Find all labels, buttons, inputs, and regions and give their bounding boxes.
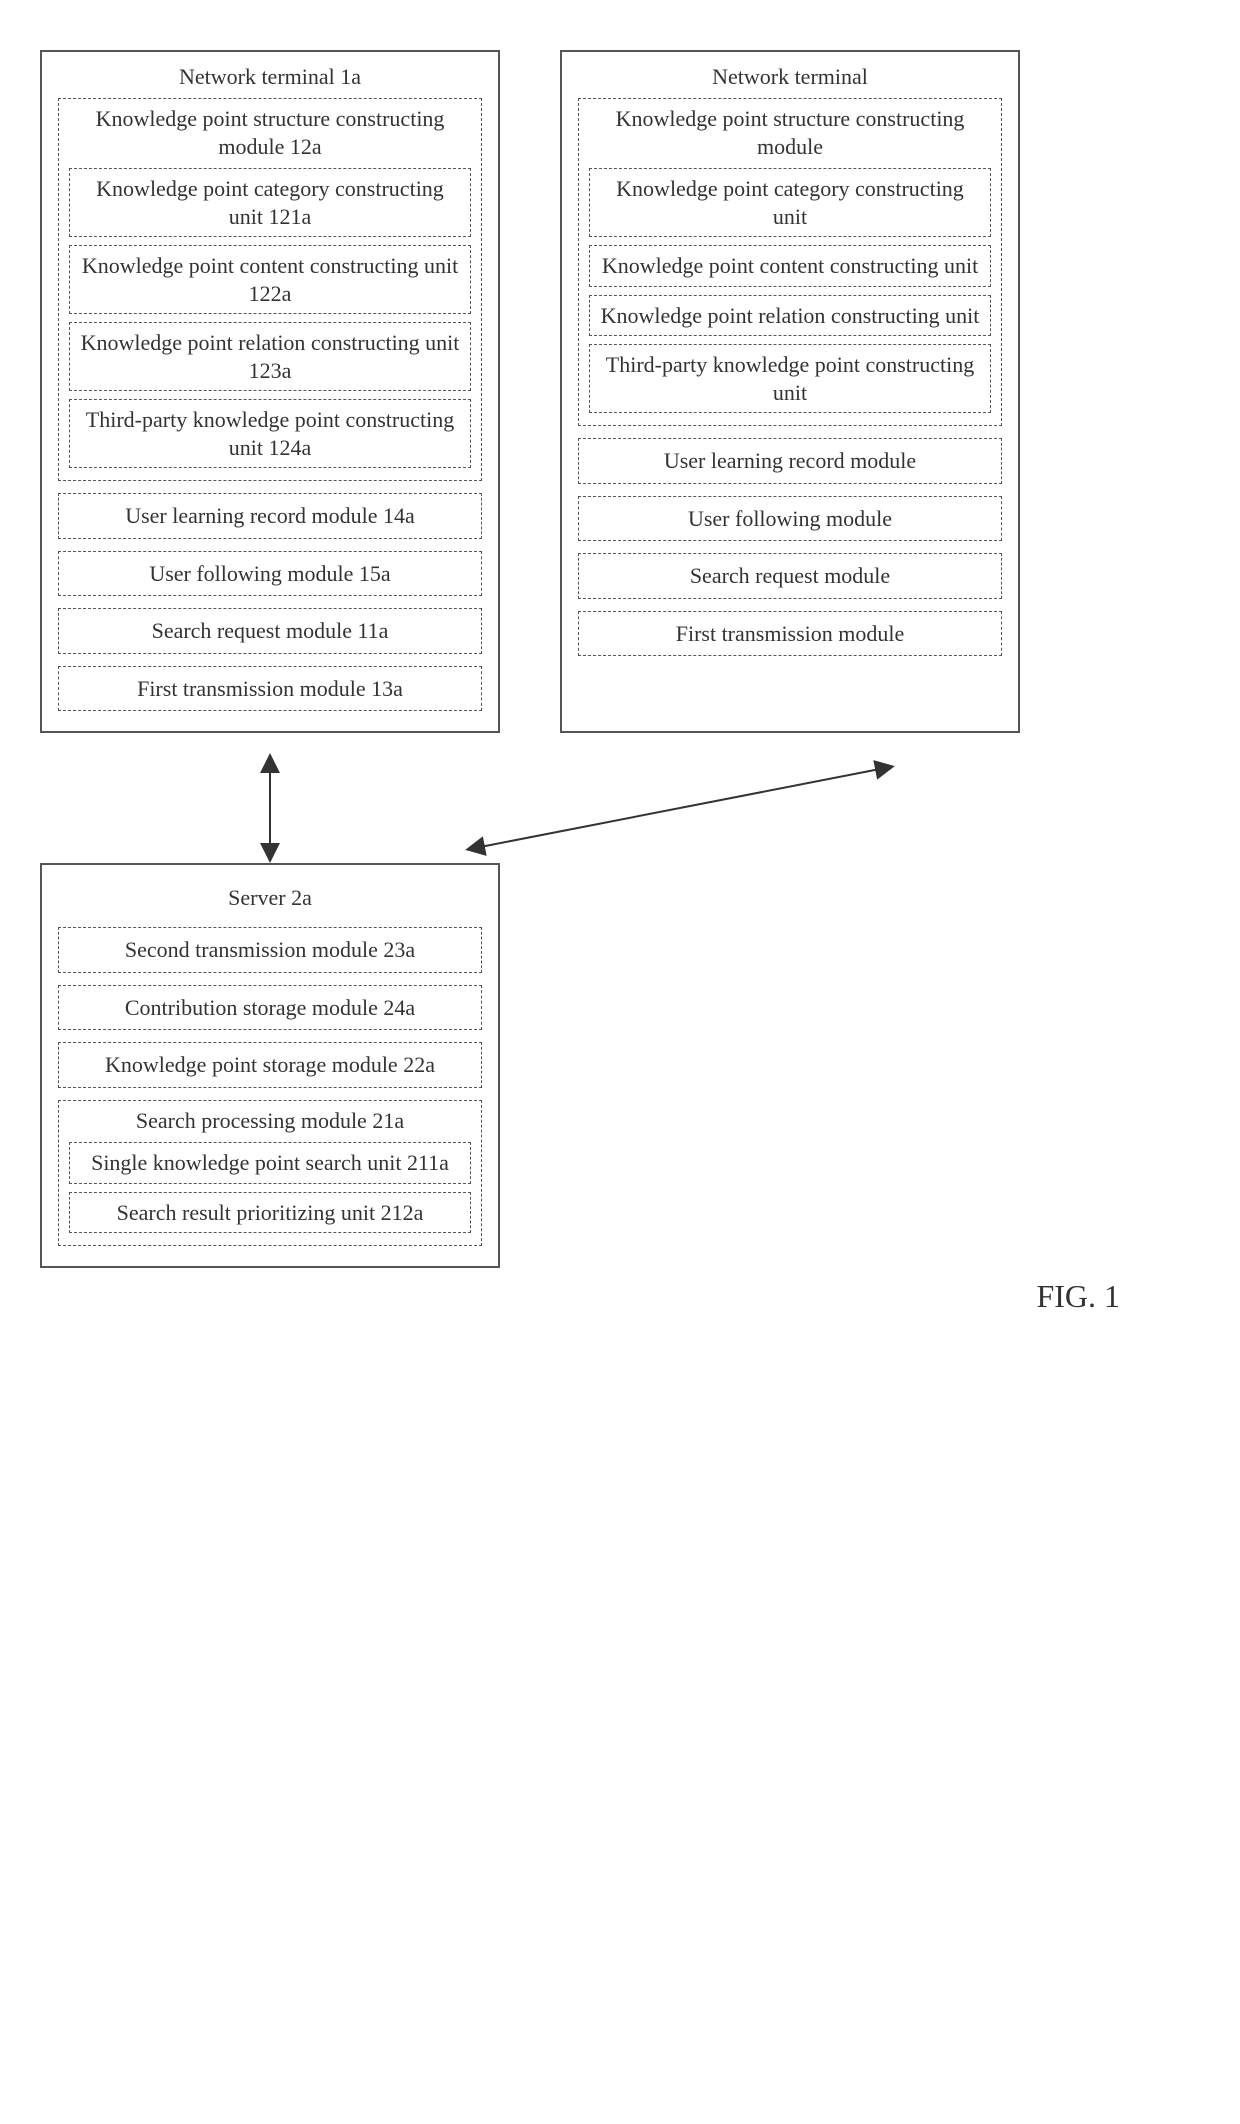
- server-2a-title: Server 2a: [58, 885, 482, 911]
- kps-unit-121a: Knowledge point category constructing un…: [69, 168, 471, 237]
- first-transmission-2-label: First transmission module: [589, 620, 991, 648]
- figure-label: FIG. 1: [40, 1278, 1200, 1315]
- first-transmission-13a-label: First transmission module 13a: [69, 675, 471, 703]
- knowledge-point-storage-22a: Knowledge point storage module 22a: [58, 1042, 482, 1088]
- kps-unit-123a: Knowledge point relation constructing un…: [69, 322, 471, 391]
- user-following-15a-label: User following module 15a: [69, 560, 471, 588]
- arrow-terminal1-server: [255, 753, 285, 863]
- network-terminal-2: Network terminal Knowledge point structu…: [560, 50, 1020, 733]
- first-transmission-2: First transmission module: [578, 611, 1002, 657]
- search-request-11a-label: Search request module 11a: [69, 617, 471, 645]
- kps-unit-124a: Third-party knowledge point constructing…: [69, 399, 471, 468]
- terminal-2-title: Network terminal: [578, 64, 1002, 90]
- second-transmission-23a: Second transmission module 23a: [58, 927, 482, 973]
- search-request-11a: Search request module 11a: [58, 608, 482, 654]
- single-kp-search-211a: Single knowledge point search unit 211a: [69, 1142, 471, 1184]
- kps-module-2-title: Knowledge point structure constructing m…: [589, 105, 991, 160]
- kps-unit-2-thirdparty: Third-party knowledge point constructing…: [589, 344, 991, 413]
- terminal-1a-title: Network terminal 1a: [58, 64, 482, 90]
- network-terminal-1a: Network terminal 1a Knowledge point stru…: [40, 50, 500, 733]
- knowledge-point-storage-22a-label: Knowledge point storage module 22a: [69, 1051, 471, 1079]
- kps-unit-2-relation: Knowledge point relation constructing un…: [589, 295, 991, 337]
- search-request-2-label: Search request module: [589, 562, 991, 590]
- kps-module-12a-title: Knowledge point structure constructing m…: [69, 105, 471, 160]
- kps-unit-2-category: Knowledge point category constructing un…: [589, 168, 991, 237]
- contribution-storage-24a: Contribution storage module 24a: [58, 985, 482, 1031]
- search-request-2: Search request module: [578, 553, 1002, 599]
- second-transmission-23a-label: Second transmission module 23a: [69, 936, 471, 964]
- user-following-2-label: User following module: [589, 505, 991, 533]
- kps-module-2: Knowledge point structure constructing m…: [578, 98, 1002, 426]
- search-processing-21a: Search processing module 21a Single know…: [58, 1100, 482, 1247]
- kps-module-12a: Knowledge point structure constructing m…: [58, 98, 482, 481]
- contribution-storage-24a-label: Contribution storage module 24a: [69, 994, 471, 1022]
- user-learning-record-2: User learning record module: [578, 438, 1002, 484]
- user-learning-record-14a-label: User learning record module 14a: [69, 502, 471, 530]
- search-processing-21a-title: Search processing module 21a: [69, 1107, 471, 1135]
- user-learning-record-2-label: User learning record module: [589, 447, 991, 475]
- server-2a: Server 2a Second transmission module 23a…: [40, 863, 500, 1268]
- user-following-15a: User following module 15a: [58, 551, 482, 597]
- user-learning-record-14a: User learning record module 14a: [58, 493, 482, 539]
- first-transmission-13a: First transmission module 13a: [58, 666, 482, 712]
- arrow-terminal2-server: [460, 753, 900, 863]
- user-following-2: User following module: [578, 496, 1002, 542]
- kps-unit-122a: Knowledge point content constructing uni…: [69, 245, 471, 314]
- kps-unit-2-content: Knowledge point content constructing uni…: [589, 245, 991, 287]
- search-result-prioritizing-212a: Search result prioritizing unit 212a: [69, 1192, 471, 1234]
